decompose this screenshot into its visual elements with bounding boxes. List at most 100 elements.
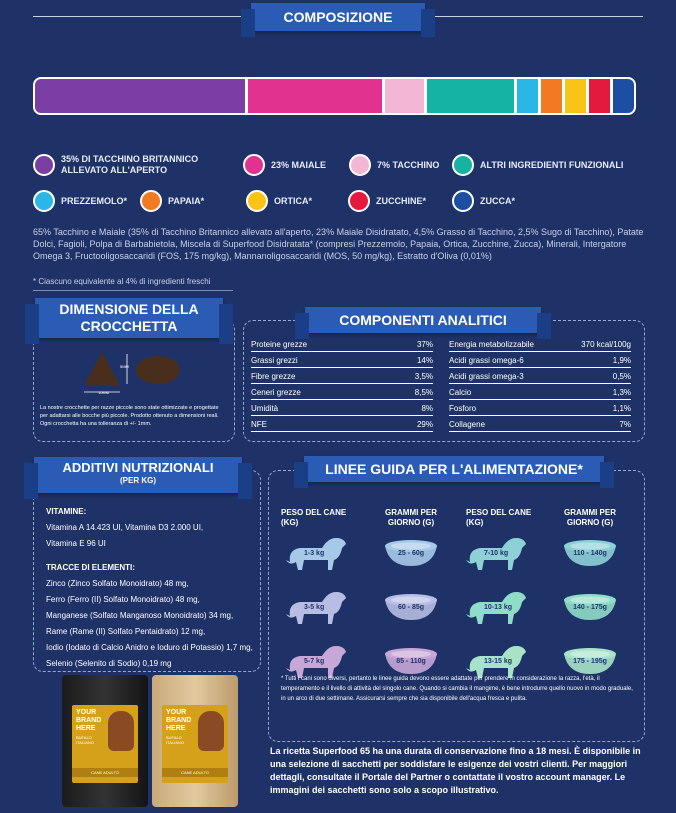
analytics-row: Grassi grezzi 14% xyxy=(251,356,433,368)
bag-kraft-brand: YOUR BRAND HERE xyxy=(166,709,192,732)
legend-label: 23% MAIALE xyxy=(271,159,327,170)
title-line-right xyxy=(433,16,643,17)
ingredients-footnote: * Ciascuno equivalente al 4% di ingredie… xyxy=(33,277,211,286)
bag-kraft-label: YOUR BRAND HERE BUFALO ITALIANO CANE ADU… xyxy=(162,705,228,783)
analytics-value: 1,3% xyxy=(612,388,631,397)
additives-title-main: ADDITIVI NUTRIZIONALI xyxy=(62,460,214,475)
analytics-value: 8,5% xyxy=(414,388,433,397)
analytics-label: Acidi grassi omega-6 xyxy=(449,356,524,365)
kibble-note: La nostre crocchette per razze piccole s… xyxy=(40,405,219,427)
legend-item: ALTRI INGREDIENTI FUNZIONALI xyxy=(452,154,642,176)
composition-segment-altri xyxy=(424,79,515,113)
legend-item: ORTICA* xyxy=(246,190,346,212)
composition-segment-tacchino xyxy=(382,79,425,113)
analytics-row: Acidi grassi omega-6 1,9% xyxy=(449,356,631,368)
trace-item: Zinco (Zinco Solfato Monoidrato) 48 mg, xyxy=(46,579,189,588)
food-bowl-icon: 140 - 175g xyxy=(560,592,620,627)
food-bowl-icon: 110 - 140g xyxy=(560,538,620,573)
legend-item: PREZZEMOLO* xyxy=(33,190,133,212)
food-bowl-icon: 85 - 110g xyxy=(381,646,441,681)
legend-item: 23% MAIALE xyxy=(243,154,343,176)
kibble-triangle xyxy=(84,352,120,386)
composition-segment-tacchino-maiale xyxy=(35,79,245,113)
additives-title: ADDITIVI NUTRIZIONALI (PER KG) xyxy=(24,457,252,499)
legend-swatch xyxy=(243,154,265,176)
analytics-label: Fosforo xyxy=(449,404,477,413)
trace-heading: TRACCE DI ELEMENTI: xyxy=(46,563,135,572)
food-bowl-icon: 60 - 85g xyxy=(381,592,441,627)
vitamins-line2: Vitamina E 96 UI xyxy=(46,539,106,548)
legend-swatch xyxy=(348,190,370,212)
legend-item: ZUCCA* xyxy=(452,190,552,212)
analytics-label: Grassi grezzi xyxy=(251,356,298,365)
trace-item: Rame (Rame (II) Solfato Pentaidrato) 12 … xyxy=(46,627,206,636)
shelf-life-text: La ricetta Superfood 65 ha una durata di… xyxy=(270,746,641,795)
analytics-label: Collagene xyxy=(449,420,486,429)
analytics-label: Fibre grezze xyxy=(251,372,296,381)
dog-weight-label: 13-15 kg xyxy=(484,658,513,665)
analytics-value: 0,5% xyxy=(612,372,631,381)
analytics-value: 370 kcal/100g xyxy=(581,340,631,349)
ingredients-text: 65% Tacchino e Maiale (35% di Tacchino B… xyxy=(33,227,644,261)
grams-label: 175 - 195g xyxy=(573,658,607,665)
dog-weight-label: 3-5 kg xyxy=(304,604,325,611)
legend-swatch xyxy=(452,190,474,212)
composition-segment-zucca xyxy=(609,79,634,113)
legend-label: PAPAIA* xyxy=(168,195,205,206)
bag-black-dog xyxy=(108,711,134,751)
dog-silhouette-icon: 1-3 kg xyxy=(282,532,350,577)
legend-item: PAPAIA* xyxy=(140,190,240,212)
kibble-title-line1: DIMENSIONE DELLA xyxy=(59,301,199,317)
kibble-pillow xyxy=(136,356,180,384)
feeding-note: * Tutti i cani sono diversi, pertanto le… xyxy=(281,676,633,702)
analytics-label: Energia metabolizzabile xyxy=(449,340,534,349)
dog-weight-label: 1-3 kg xyxy=(304,550,325,557)
dog-weight-label: 10-13 kg xyxy=(484,604,513,611)
dog-silhouette-icon: 10-13 kg xyxy=(462,586,530,631)
bag-black: YOUR BRAND HERE BUFALO ITALIANO CANE ADU… xyxy=(62,675,148,807)
grams-label: 110 - 140g xyxy=(573,550,607,557)
analytics-label: Umidità xyxy=(251,404,279,413)
food-bowl-icon: 25 - 60g xyxy=(381,538,441,573)
kibble-title: DIMENSIONE DELLA CROCCHETTA xyxy=(25,298,233,344)
dog-silhouette-icon: 13-15 kg xyxy=(462,640,530,685)
grams-label: 25 - 60g xyxy=(397,550,425,557)
composition-title: COMPOSIZIONE xyxy=(241,3,435,37)
analytics-title: COMPONENTI ANALITICI xyxy=(295,307,551,339)
legend-swatch xyxy=(246,190,268,212)
analytics-value: 3,5% xyxy=(414,372,433,381)
bag-black-variant: CANE ADULTO xyxy=(72,768,138,777)
legend-label: ORTICA* xyxy=(274,195,312,206)
trace-item: Iodio (Iodato di Calcio Anidro e Ioduro … xyxy=(46,643,253,652)
analytics-value: 37% xyxy=(416,340,433,349)
grams-label: 85 - 110g xyxy=(396,658,426,665)
legend-swatch xyxy=(140,190,162,212)
analytics-row: Umidità 8% xyxy=(251,404,433,416)
dog-silhouette-icon: 5-7 kg xyxy=(282,640,350,685)
legend-swatch xyxy=(452,154,474,176)
dog-silhouette-icon: 7-10 kg xyxy=(462,532,530,577)
analytics-value: 7% xyxy=(619,420,631,429)
kibble-dim-height: 5MM xyxy=(120,364,129,369)
analytics-label: Ceneri grezze xyxy=(251,388,301,397)
analytics-row: Collagene 7% xyxy=(449,420,631,432)
legend-label: PREZZEMOLO* xyxy=(61,195,128,206)
kibble-illustration xyxy=(84,352,180,393)
composition-bar xyxy=(33,77,636,115)
title-line-left xyxy=(33,16,243,17)
legend-item: 35% DI TACCHINO BRITANNICO ALLEVATO ALL'… xyxy=(33,154,213,176)
analytics-row: NFE 29% xyxy=(251,420,433,432)
vitamins-heading: VITAMINE: xyxy=(46,507,87,516)
composition-segment-prezzemolo xyxy=(514,79,539,113)
trace-item: Ferro (Ferro (II) Solfato Monoidrato) 48… xyxy=(46,595,200,604)
analytics-row: Ceneri grezze 8,5% xyxy=(251,388,433,400)
bag-kraft: YOUR BRAND HERE BUFALO ITALIANO CANE ADU… xyxy=(152,675,238,807)
legend-label: ALTRI INGREDIENTI FUNZIONALI xyxy=(480,159,624,170)
bag-black-label: YOUR BRAND HERE BUFALO ITALIANO CANE ADU… xyxy=(72,705,138,783)
trace-item: Selenio (Selenito di Sodio) 0,19 mg xyxy=(46,659,172,668)
dog-weight-label: 7-10 kg xyxy=(484,550,509,557)
composition-segment-maiale xyxy=(244,79,383,113)
bag-kraft-variant: CANE ADULTO xyxy=(162,768,228,777)
composition-segment-ortica xyxy=(562,79,587,113)
legend-swatch xyxy=(33,154,55,176)
